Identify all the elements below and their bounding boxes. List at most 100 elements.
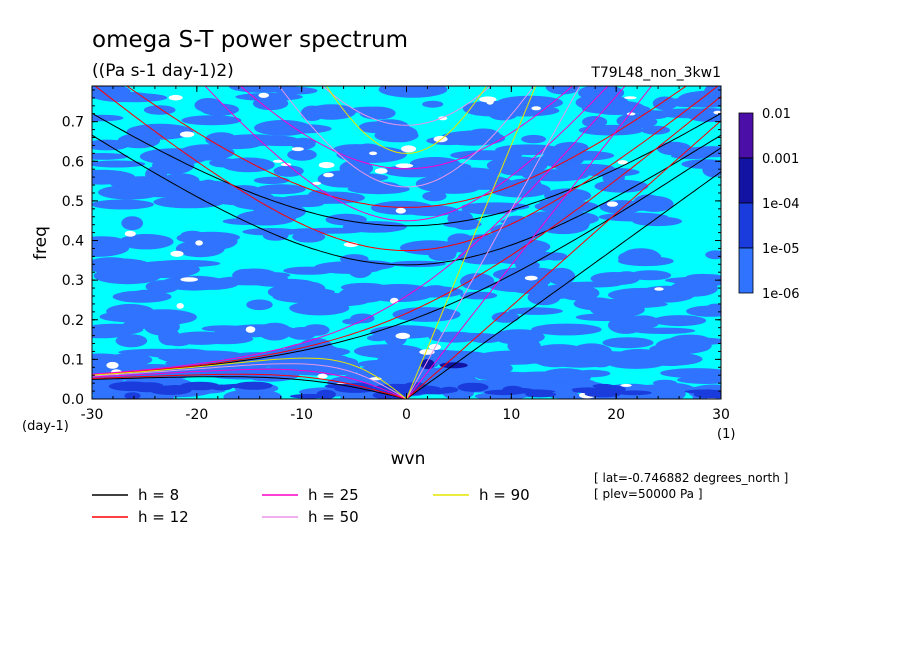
field-blob bbox=[471, 336, 500, 344]
dispersion-curve-h50 bbox=[406, 86, 581, 399]
legend: h = 8 h = 12 h = 25 h = 50 h = 90 bbox=[92, 486, 530, 526]
field-blob bbox=[495, 144, 563, 155]
field-gap bbox=[390, 297, 399, 304]
field-gap bbox=[170, 250, 184, 257]
field-blob bbox=[575, 313, 636, 322]
field-gap bbox=[106, 361, 119, 369]
field-blob bbox=[117, 133, 161, 149]
field-gap bbox=[531, 106, 541, 111]
field-strong bbox=[135, 382, 164, 391]
field-gap bbox=[395, 163, 414, 168]
field-blob bbox=[255, 184, 306, 195]
legend-label: h = 50 bbox=[308, 508, 359, 526]
colorbar-segment bbox=[738, 157, 754, 204]
field-blob bbox=[545, 86, 580, 95]
field-blob bbox=[248, 272, 291, 279]
field-blob bbox=[422, 100, 444, 108]
field-blob bbox=[92, 238, 130, 257]
lat-annotation: [ lat=-0.746882 degrees_north ] bbox=[594, 471, 788, 485]
field-blob bbox=[330, 106, 355, 115]
field-blob bbox=[619, 115, 658, 129]
x-tick-label: 20 bbox=[607, 407, 625, 423]
field-blob bbox=[235, 92, 303, 101]
field-strong bbox=[510, 388, 534, 393]
field-gap bbox=[438, 116, 448, 121]
field-blob bbox=[500, 273, 551, 290]
x-unit-label: (1) bbox=[717, 427, 735, 442]
field-blob bbox=[581, 103, 651, 115]
field-blob bbox=[196, 232, 238, 250]
field-blob bbox=[92, 160, 146, 168]
field-blob bbox=[554, 141, 589, 154]
chart-subtitle: ((Pa s-1 day-1)2) bbox=[92, 61, 234, 81]
colorbar-label: 1e-04 bbox=[762, 197, 800, 212]
field-blob bbox=[507, 337, 541, 355]
dispersion-curve-h12 bbox=[94, 86, 719, 252]
chart-title: omega S-T power spectrum bbox=[92, 27, 408, 53]
dispersion-curve-h25 bbox=[204, 86, 609, 222]
field-blob bbox=[302, 297, 369, 307]
field-gap bbox=[624, 96, 637, 100]
field-blob bbox=[92, 114, 124, 122]
field-gap bbox=[317, 373, 328, 379]
field-blob bbox=[222, 134, 282, 147]
field-blob bbox=[378, 86, 448, 98]
field-blob bbox=[370, 325, 441, 339]
y-unit-label: (day-1) bbox=[22, 419, 69, 434]
run-label: T79L48_non_3kw1 bbox=[590, 65, 721, 81]
field-blob bbox=[92, 199, 154, 210]
field-blob bbox=[652, 315, 707, 327]
dispersion-curve-h90 bbox=[406, 86, 537, 399]
field-blob bbox=[546, 267, 576, 285]
field-gap bbox=[272, 159, 283, 163]
dispersion-curve-h8 bbox=[92, 134, 721, 266]
field-blob bbox=[171, 331, 231, 345]
x-tick-label: 0 bbox=[402, 407, 411, 423]
dispersion-curve-h8 bbox=[92, 376, 407, 399]
colorbar-segment bbox=[738, 112, 754, 159]
field-gap bbox=[479, 96, 497, 103]
field-gap bbox=[401, 145, 417, 153]
dispersion-curve-h12 bbox=[406, 120, 721, 399]
field-gap bbox=[179, 131, 195, 138]
field-gap bbox=[168, 94, 183, 101]
field-gap bbox=[195, 240, 203, 246]
field-blob bbox=[257, 322, 292, 341]
y-tick-label: 0.6 bbox=[62, 154, 84, 170]
field-strong bbox=[584, 390, 622, 398]
field-blob bbox=[361, 225, 399, 233]
field-blob bbox=[626, 315, 660, 330]
field-blob bbox=[389, 260, 446, 268]
field-blob bbox=[544, 188, 592, 203]
colorbar-segment bbox=[738, 202, 754, 249]
field-blob bbox=[531, 323, 602, 336]
field-blob bbox=[106, 304, 154, 319]
field-gap bbox=[620, 383, 632, 387]
dispersion-curve-h12 bbox=[126, 86, 687, 208]
legend-label: h = 25 bbox=[308, 486, 359, 504]
field-blob bbox=[573, 369, 611, 378]
field-blob bbox=[347, 184, 410, 195]
dispersion-curve-h8 bbox=[406, 171, 721, 399]
field-blob bbox=[630, 394, 674, 399]
field-blob bbox=[668, 334, 711, 347]
dispersion-curve-h12 bbox=[92, 96, 721, 376]
y-tick-label: 0.0 bbox=[62, 392, 84, 408]
x-tick-label: -10 bbox=[290, 407, 313, 423]
colorbar-segment bbox=[738, 247, 754, 294]
y-tick-label: 0.4 bbox=[62, 234, 84, 250]
y-axis-label: freq bbox=[31, 226, 51, 260]
field-blob bbox=[428, 331, 479, 343]
dispersion-curve-h12 bbox=[92, 373, 407, 399]
field-blob bbox=[443, 220, 482, 228]
field-strong bbox=[525, 391, 557, 398]
y-axis: 0.0 0.1 0.2 0.3 0.4 0.5 0.6 0.7 bbox=[62, 89, 721, 408]
field-strong bbox=[124, 392, 141, 399]
x-tick-label: -30 bbox=[81, 407, 104, 423]
dispersion-curve-h50 bbox=[92, 363, 407, 399]
dispersion-curve-h90 bbox=[92, 357, 407, 399]
legend-label: h = 12 bbox=[138, 508, 189, 526]
x-tick-label: -20 bbox=[185, 407, 208, 423]
field-gap bbox=[176, 303, 184, 309]
